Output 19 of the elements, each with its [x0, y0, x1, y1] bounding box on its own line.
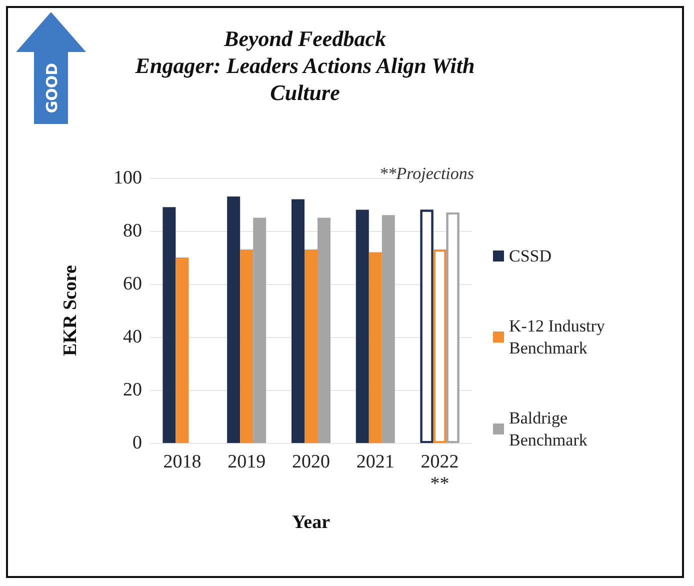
- x-tick-label: 2018: [163, 452, 202, 472]
- y-tick-label: 40: [123, 326, 142, 348]
- legend-label: Baldrige Benchmark: [509, 408, 588, 450]
- annotation: **Projections: [379, 164, 474, 183]
- x-axis-title: Year: [292, 512, 331, 533]
- y-tick-label: 60: [123, 274, 142, 294]
- legend-label: K-12 Industry Benchmark: [509, 316, 610, 358]
- x-tick-label: 2021: [356, 452, 394, 472]
- x-tick-label: 2019: [228, 452, 266, 472]
- y-tick-label: 0: [132, 432, 142, 454]
- legend-label: CSSD: [509, 246, 552, 266]
- chart-title: Beyond Feedback Engager: Leaders Actions Align With Culture: [134, 26, 475, 105]
- y-tick-label: 80: [123, 220, 142, 242]
- y-axis-title: EKR Score: [60, 265, 81, 356]
- y-tick-label: 20: [123, 380, 142, 400]
- x-tick-label: 2022 **: [420, 452, 459, 494]
- arrow-icon: GOOD: [16, 12, 86, 124]
- x-tick-label: 2020: [292, 452, 330, 472]
- y-tick-label: 100: [114, 168, 142, 188]
